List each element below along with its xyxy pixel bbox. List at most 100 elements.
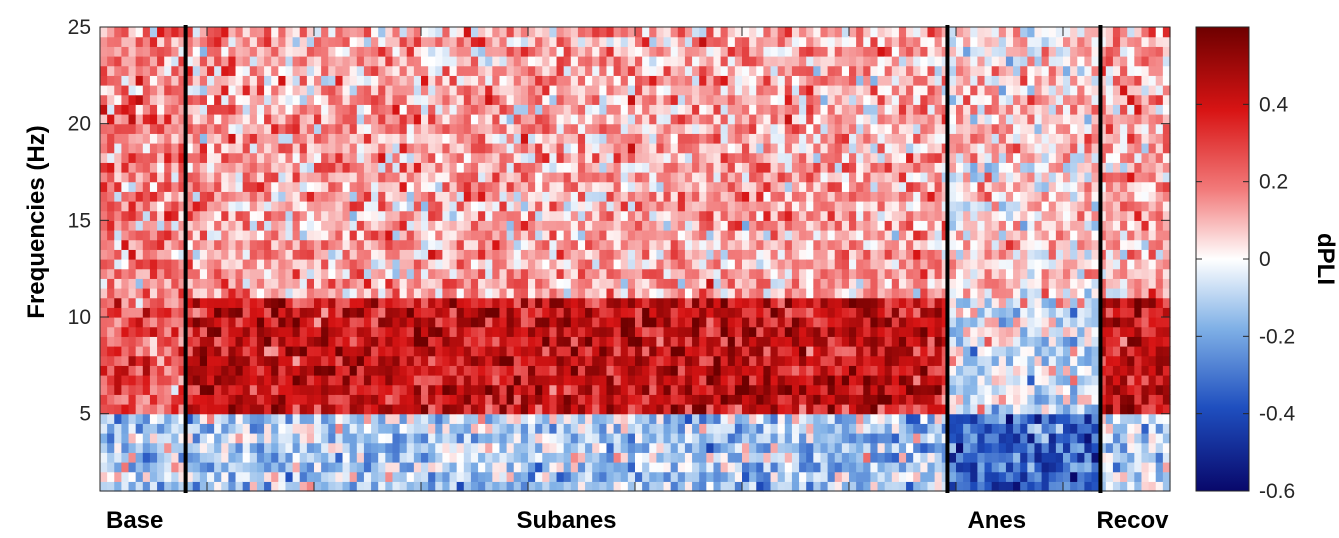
heatmap-cell (149, 346, 158, 357)
heatmap-cell (178, 94, 187, 105)
heatmap-cell (285, 230, 294, 241)
heatmap-cell (791, 288, 800, 299)
heatmap-cell (107, 442, 115, 453)
heatmap-cell (470, 259, 479, 270)
heatmap-cell (528, 65, 536, 76)
heatmap-cell (185, 346, 194, 357)
heatmap-cell (157, 104, 165, 115)
heatmap-cell (406, 297, 415, 308)
heatmap-cell (149, 365, 158, 376)
heatmap-cell (734, 384, 743, 395)
heatmap-cell (235, 104, 244, 115)
heatmap-cell (107, 394, 115, 405)
heatmap-cell (342, 46, 351, 57)
heatmap-cell (399, 181, 408, 192)
heatmap-cell (242, 94, 251, 105)
heatmap-cell (585, 46, 593, 57)
heatmap-cell (706, 259, 715, 270)
heatmap-cell (328, 336, 336, 347)
heatmap-cell (463, 201, 472, 212)
heatmap-cell (428, 288, 436, 299)
heatmap-cell (542, 56, 550, 67)
heatmap-cell (399, 307, 408, 318)
heatmap-cell (492, 56, 501, 67)
heatmap-cell (228, 268, 237, 279)
heatmap-cell (356, 384, 365, 395)
heatmap-cell (242, 162, 251, 173)
heatmap-cell (606, 288, 615, 299)
heatmap-cell (542, 191, 550, 202)
heatmap-cell (299, 210, 308, 221)
heatmap-cell (585, 133, 593, 144)
heatmap-cell (784, 46, 793, 57)
heatmap-cell (335, 249, 344, 260)
heatmap-cell (570, 413, 579, 424)
heatmap-cell (513, 172, 522, 183)
heatmap-cell (421, 191, 429, 202)
heatmap-cell (306, 75, 315, 86)
heatmap-cell (784, 481, 793, 492)
heatmap-cell (506, 471, 515, 482)
heatmap-cell (157, 133, 165, 144)
heatmap-cell (592, 307, 600, 318)
heatmap-cell (699, 36, 707, 47)
heatmap-cell (528, 114, 536, 125)
heatmap-cell (556, 433, 565, 444)
heatmap-cell (734, 65, 743, 76)
heatmap-cell (399, 375, 408, 386)
heatmap-cell (306, 94, 315, 105)
heatmap-cell (356, 85, 365, 96)
heatmap-cell (627, 75, 636, 86)
heatmap-cell (199, 152, 208, 163)
heatmap-cell (677, 404, 686, 415)
heatmap-cell (335, 326, 344, 337)
heatmap-cell (670, 355, 679, 366)
heatmap-cell (371, 36, 379, 47)
heatmap-cell (535, 404, 543, 415)
heatmap-cell (399, 201, 408, 212)
heatmap-cell (456, 259, 465, 270)
heatmap-cell (492, 471, 501, 482)
heatmap-cell (734, 413, 743, 424)
heatmap-cell (656, 36, 665, 47)
heatmap-cell (456, 143, 465, 154)
heatmap-cell (149, 355, 158, 366)
heatmap-cell (449, 384, 458, 395)
heatmap-cell (328, 365, 336, 376)
heatmap-cell (292, 191, 301, 202)
heatmap-cell (100, 220, 108, 231)
heatmap-cell (356, 65, 365, 76)
heatmap-cell (699, 317, 707, 328)
heatmap-cell (749, 365, 757, 376)
heatmap-cell (171, 201, 180, 212)
heatmap-cell (485, 114, 493, 125)
heatmap-cell (385, 172, 394, 183)
heatmap-cell (642, 307, 650, 318)
heatmap-cell (378, 433, 386, 444)
heatmap-cell (470, 471, 479, 482)
heatmap-cell (727, 201, 736, 212)
heatmap-cell (271, 268, 279, 279)
heatmap-cell (656, 104, 665, 115)
heatmap-cell (677, 481, 686, 492)
heatmap-cell (363, 56, 372, 67)
heatmap-cell (820, 462, 829, 473)
heatmap-cell (627, 317, 636, 328)
heatmap-cell (478, 326, 486, 337)
heatmap-cell (114, 268, 122, 279)
heatmap-cell (157, 46, 165, 57)
heatmap-cell (128, 123, 137, 134)
heatmap-cell (784, 239, 793, 250)
heatmap-cell (627, 220, 636, 231)
heatmap-cell (692, 481, 700, 492)
heatmap-cell (635, 172, 643, 183)
heatmap-cell (627, 336, 636, 347)
heatmap-cell (649, 46, 657, 57)
heatmap-cell (199, 230, 208, 241)
heatmap-cell (314, 152, 322, 163)
heatmap-cell (264, 133, 272, 144)
heatmap-cell (470, 278, 479, 289)
heatmap-cell (192, 143, 201, 154)
heatmap-cell (763, 404, 772, 415)
heatmap-cell (199, 462, 208, 473)
